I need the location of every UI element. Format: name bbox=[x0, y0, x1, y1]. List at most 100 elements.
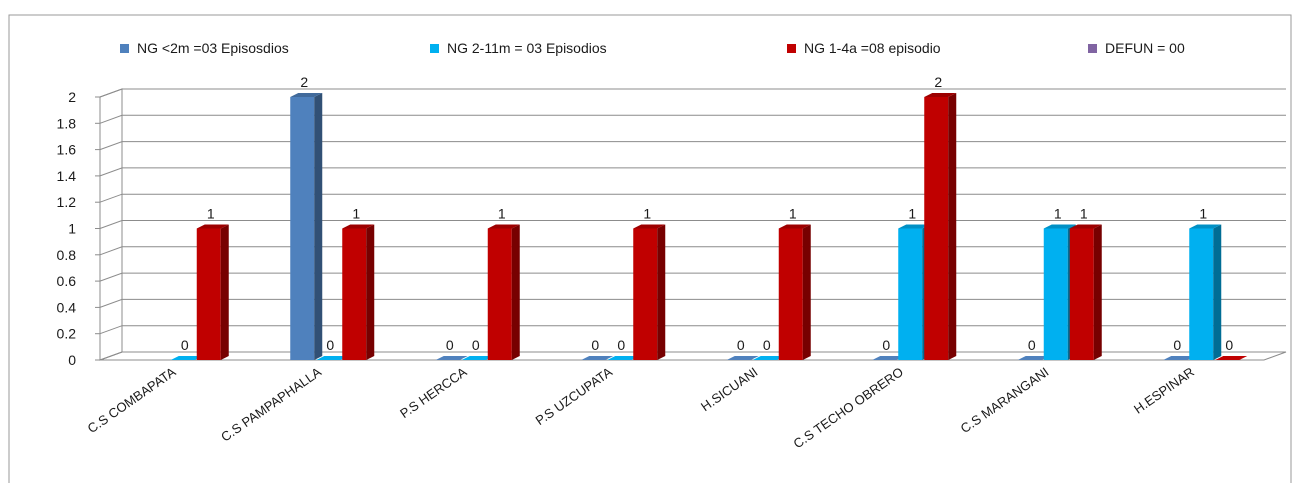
data-label: 1 bbox=[1054, 206, 1062, 222]
bar bbox=[290, 93, 323, 360]
legend-item: NG 2-11m = 03 Episodios bbox=[430, 40, 607, 56]
y-tick-label: 0.6 bbox=[57, 273, 77, 289]
plot-floor bbox=[99, 351, 1287, 361]
legend-item: NG <2m =03 Episosdios bbox=[120, 40, 289, 56]
bar-flat bbox=[607, 356, 640, 360]
bar-flat bbox=[1163, 356, 1196, 360]
bar-side bbox=[314, 93, 323, 360]
bar-front bbox=[633, 228, 658, 360]
data-label: 1 bbox=[908, 206, 916, 222]
bar bbox=[1215, 356, 1248, 360]
bar-front bbox=[196, 228, 221, 360]
data-label: 0 bbox=[1225, 337, 1233, 353]
y-axis: 0 0.2 0.4 0.6 0.8 1 1.2 1.4 1.6 1.8 2 bbox=[57, 89, 101, 368]
bar-flat bbox=[1215, 356, 1248, 360]
data-label: 1 bbox=[789, 206, 797, 222]
bar-top bbox=[898, 224, 931, 229]
gridline bbox=[99, 167, 1286, 177]
data-label: 1 bbox=[643, 206, 651, 222]
legend-label: DEFUN = 00 bbox=[1105, 40, 1185, 56]
data-labels: 0 1 2 0 1 0 0 1 0 0 1 0 0 1 0 1 2 0 1 1 0 1 0 bbox=[181, 74, 1234, 353]
bar-top bbox=[1043, 224, 1076, 229]
bar-flat bbox=[170, 356, 203, 360]
bar bbox=[487, 224, 520, 360]
bar-flat bbox=[752, 356, 785, 360]
y-tick-label: 1 bbox=[68, 221, 76, 237]
bar-top bbox=[924, 93, 957, 97]
bar-top bbox=[342, 224, 375, 229]
data-label: 0 bbox=[181, 337, 189, 353]
y-tick-label: 1.4 bbox=[57, 168, 77, 184]
legend-item: NG 1-4a =08 episodio bbox=[787, 40, 941, 56]
y-tick-label: 1.6 bbox=[57, 142, 77, 158]
bar bbox=[726, 356, 759, 360]
legend-label: NG <2m =03 Episosdios bbox=[137, 40, 289, 56]
bar-side bbox=[220, 224, 229, 360]
bar-side bbox=[657, 224, 666, 360]
legend-item: DEFUN = 00 bbox=[1088, 40, 1185, 56]
data-label: 0 bbox=[763, 337, 771, 353]
y-tick-label: 0.8 bbox=[57, 247, 77, 263]
bar bbox=[461, 356, 494, 360]
bar-front bbox=[487, 228, 512, 360]
data-label: 1 bbox=[207, 206, 215, 222]
gridline bbox=[99, 246, 1286, 256]
bar-flat bbox=[435, 356, 468, 360]
gridline bbox=[99, 325, 1286, 335]
data-label: 2 bbox=[934, 74, 942, 90]
gridline bbox=[99, 88, 1286, 98]
data-label: 0 bbox=[1028, 337, 1036, 353]
gridline bbox=[99, 272, 1286, 282]
bar bbox=[316, 356, 349, 360]
bar-side bbox=[511, 224, 520, 360]
gridline bbox=[99, 220, 1286, 229]
legend-label: NG 2-11m = 03 Episodios bbox=[447, 40, 607, 56]
gridline bbox=[99, 298, 1286, 308]
bar-front bbox=[1189, 228, 1214, 360]
bar-side bbox=[366, 224, 375, 360]
y-tick-label: 1.8 bbox=[57, 115, 77, 131]
legend-label: NG 1-4a =08 episodio bbox=[804, 40, 941, 56]
bar-flat bbox=[581, 356, 614, 360]
bar-top bbox=[1069, 224, 1102, 229]
data-label: 0 bbox=[472, 337, 480, 353]
data-label: 2 bbox=[300, 74, 308, 90]
bar-front bbox=[1069, 228, 1094, 360]
bar-side bbox=[948, 93, 957, 360]
bar bbox=[1189, 224, 1222, 360]
bar bbox=[778, 224, 811, 360]
legend-swatch bbox=[1088, 44, 1097, 53]
bars bbox=[170, 93, 1248, 360]
bar-side bbox=[802, 224, 811, 360]
bar-flat bbox=[726, 356, 759, 360]
bar bbox=[1163, 356, 1196, 360]
bar bbox=[196, 224, 229, 360]
data-label: 0 bbox=[1173, 337, 1181, 353]
data-label: 1 bbox=[1080, 206, 1088, 222]
bar-top bbox=[633, 224, 666, 229]
bar bbox=[342, 224, 375, 360]
gridline bbox=[99, 141, 1286, 151]
y-tick-label: 0 bbox=[68, 352, 76, 368]
bar-front bbox=[1043, 228, 1068, 360]
gridline bbox=[99, 193, 1286, 203]
y-tick-label: 0.4 bbox=[57, 299, 77, 315]
bar bbox=[607, 356, 640, 360]
data-label: 0 bbox=[617, 337, 625, 353]
data-label: 0 bbox=[446, 337, 454, 353]
bar-front bbox=[924, 97, 949, 360]
bar-top bbox=[1189, 224, 1222, 229]
bar-top bbox=[487, 224, 520, 229]
legend-swatch bbox=[430, 44, 439, 53]
bar-top bbox=[778, 224, 811, 229]
bar-top bbox=[196, 224, 229, 229]
bar bbox=[872, 356, 905, 360]
gridline bbox=[99, 114, 1286, 124]
bar-flat bbox=[316, 356, 349, 360]
data-label: 1 bbox=[498, 206, 506, 222]
data-label: 0 bbox=[591, 337, 599, 353]
gridline bbox=[99, 351, 1286, 361]
bar-top bbox=[290, 93, 323, 97]
